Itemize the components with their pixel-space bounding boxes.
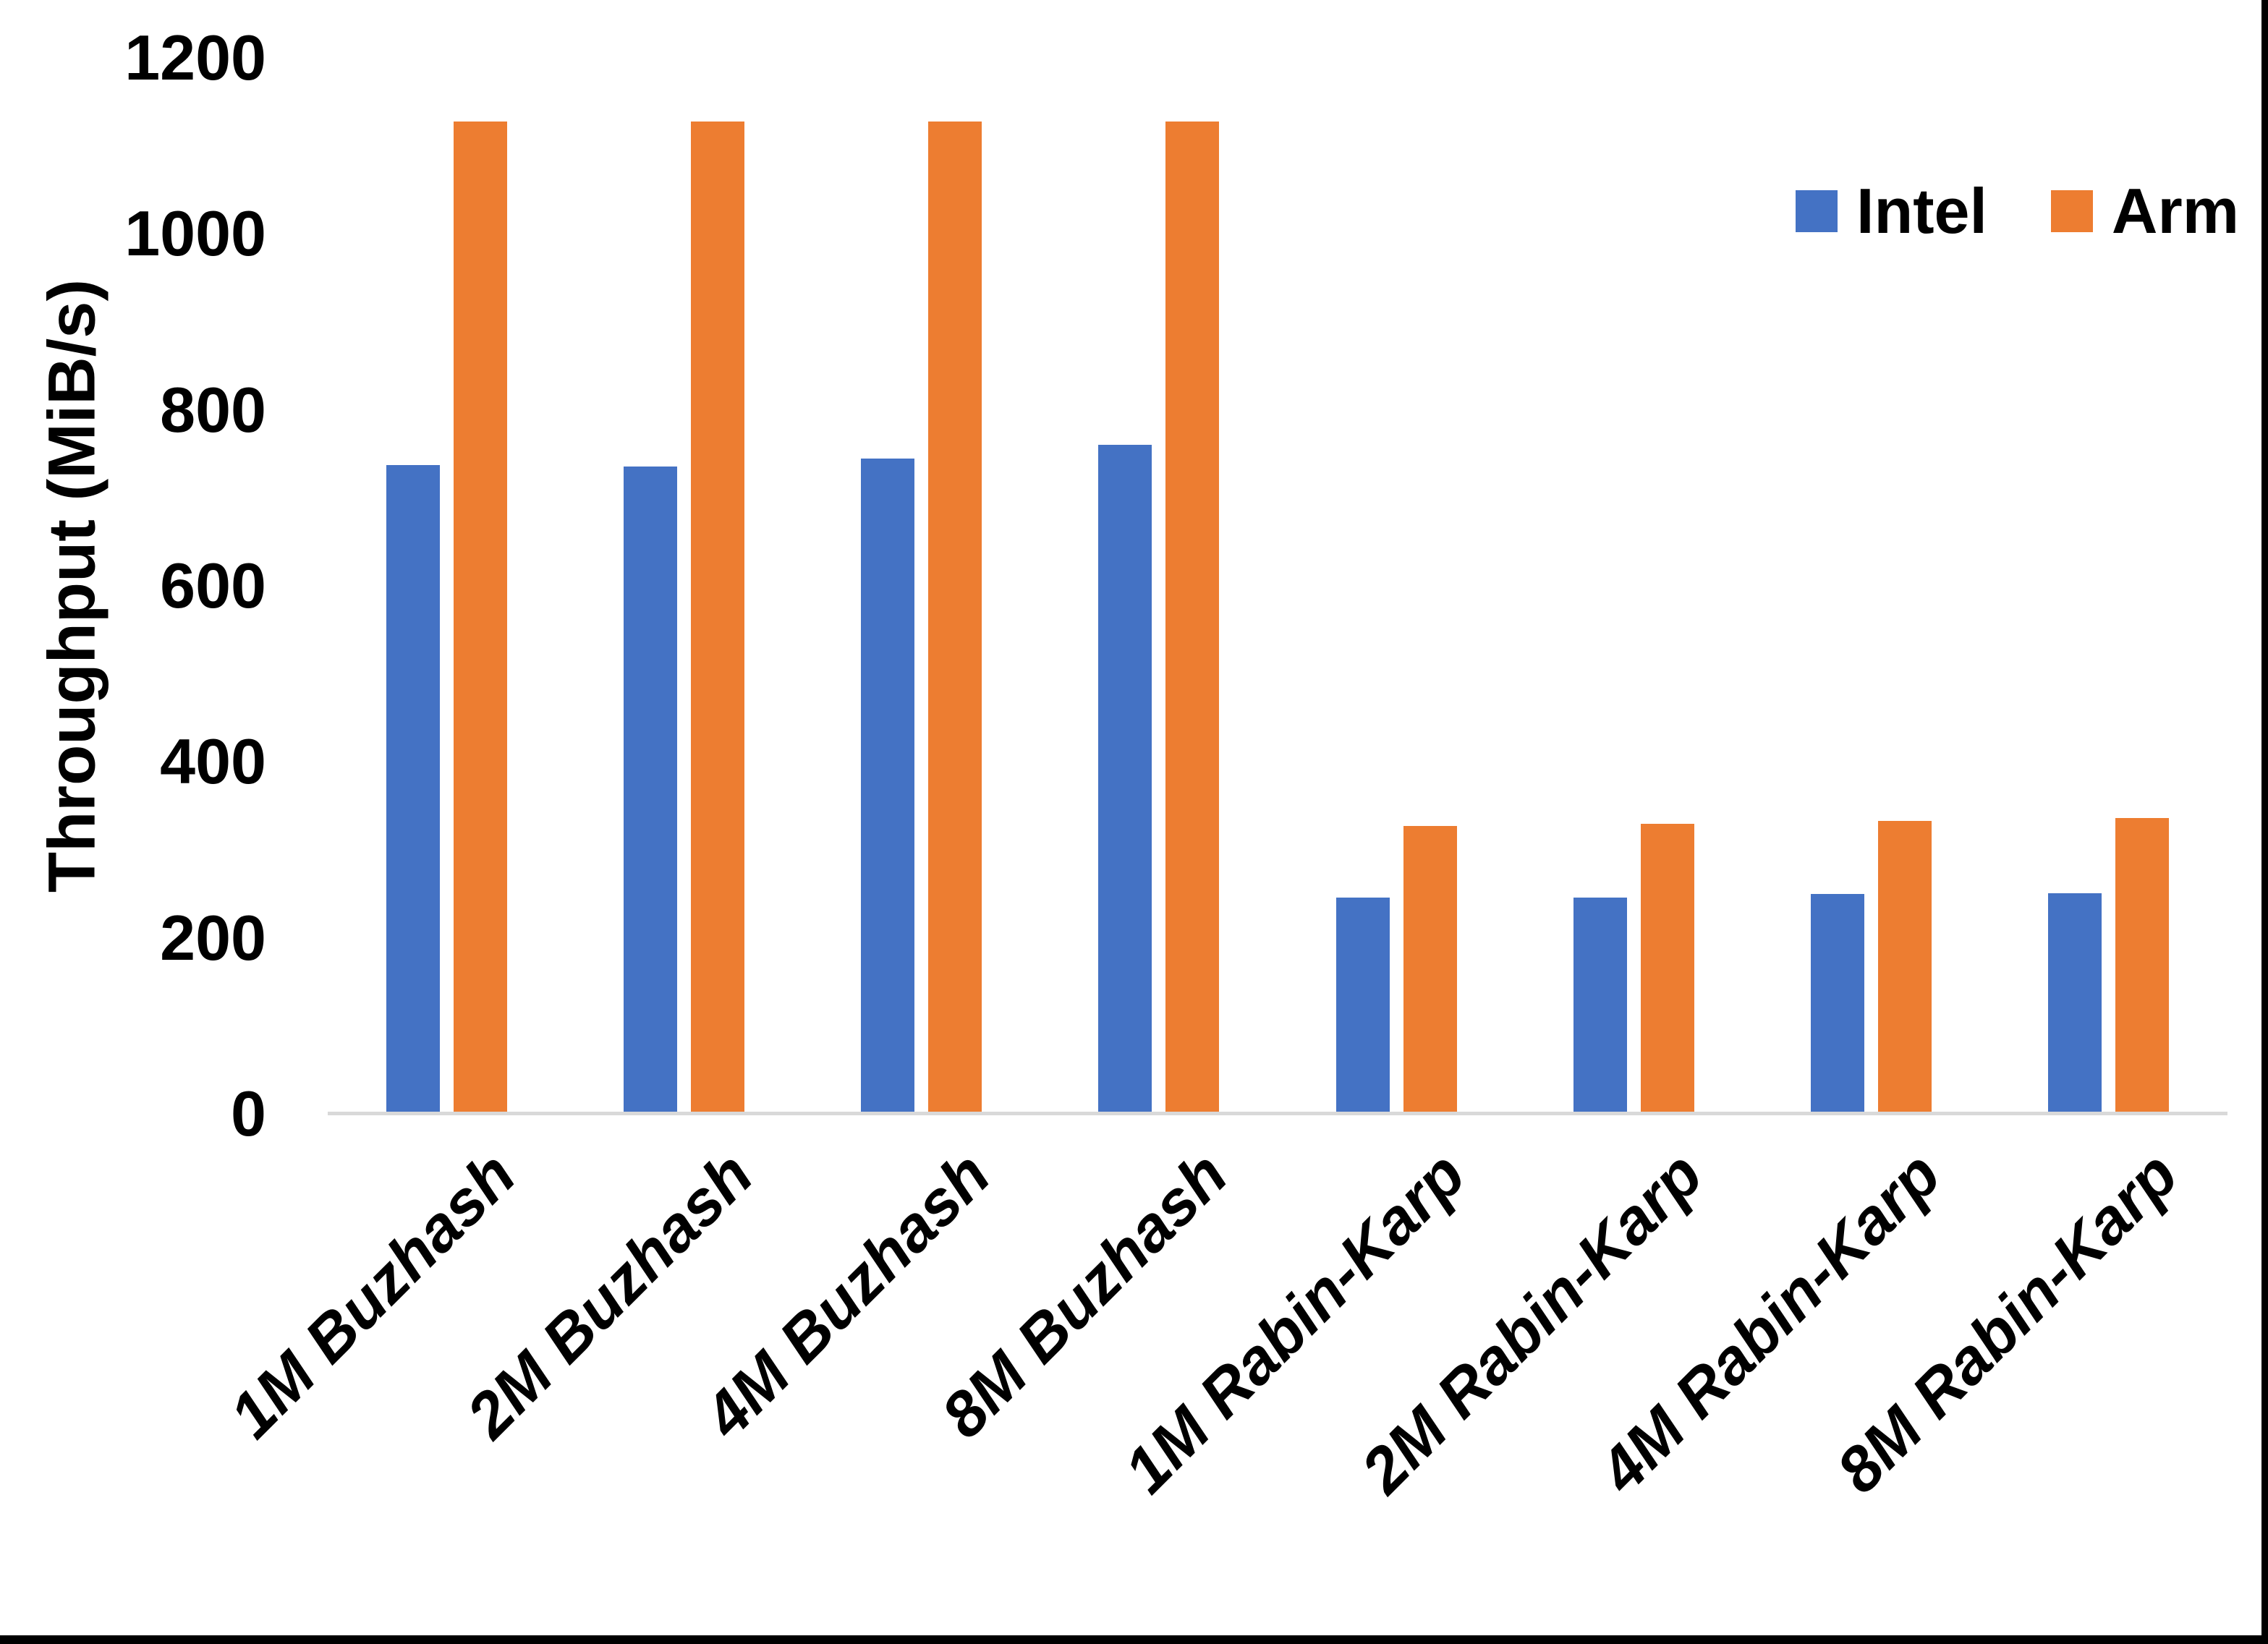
legend: Intel Arm bbox=[1796, 179, 2239, 243]
y-tick-label-1200: 1200 bbox=[124, 22, 266, 93]
bar-intel-8m-rabin-karp bbox=[2048, 893, 2102, 1114]
bar-intel-4m-buzhash bbox=[861, 458, 915, 1114]
bar-intel-2m-rabin-karp bbox=[1573, 897, 1627, 1114]
bar-arm-2m-buzhash bbox=[690, 121, 744, 1114]
bar-intel-8m-buzhash bbox=[1098, 445, 1152, 1114]
legend-label-arm: Arm bbox=[2111, 175, 2239, 247]
legend-item-arm: Arm bbox=[2050, 175, 2239, 247]
bar-group-1m-buzhash bbox=[328, 58, 565, 1114]
y-axis-tick-labels: 0 200 400 600 800 1000 1200 bbox=[13, 0, 266, 1230]
bar-group-4m-rabin-karp bbox=[1753, 58, 1990, 1114]
bar-arm-8m-rabin-karp bbox=[2115, 818, 2170, 1114]
y-tick-label-0: 0 bbox=[231, 1078, 266, 1149]
plot-area bbox=[328, 58, 2227, 1114]
bar-group-2m-buzhash bbox=[565, 58, 802, 1114]
legend-label-intel: Intel bbox=[1856, 175, 1987, 247]
bar-arm-1m-buzhash bbox=[453, 121, 507, 1114]
y-tick-label-200: 200 bbox=[160, 901, 266, 974]
bar-group-4m-buzhash bbox=[803, 58, 1040, 1114]
legend-item-intel: Intel bbox=[1796, 179, 1987, 243]
bar-arm-4m-rabin-karp bbox=[1878, 820, 1932, 1114]
bar-group-1m-rabin-karp bbox=[1278, 58, 1515, 1114]
bar-arm-8m-buzhash bbox=[1165, 121, 1220, 1114]
legend-swatch-arm bbox=[2050, 190, 2093, 232]
bar-intel-1m-buzhash bbox=[386, 465, 440, 1114]
bar-arm-1m-rabin-karp bbox=[1403, 826, 1457, 1114]
bar-group-8m-buzhash bbox=[1040, 58, 1278, 1114]
legend-swatch-intel bbox=[1796, 190, 1838, 232]
bar-group-2m-rabin-karp bbox=[1515, 58, 1752, 1114]
bar-intel-4m-rabin-karp bbox=[1811, 893, 1865, 1114]
right-border-bar bbox=[2261, 0, 2268, 1644]
bar-intel-1m-rabin-karp bbox=[1335, 897, 1390, 1114]
y-tick-label-800: 800 bbox=[160, 373, 266, 446]
y-tick-label-1000: 1000 bbox=[124, 197, 266, 270]
y-tick-label-400: 400 bbox=[160, 725, 266, 798]
bottom-border-bar bbox=[0, 1635, 2268, 1644]
bar-intel-2m-buzhash bbox=[623, 466, 677, 1114]
bar-group-8m-rabin-karp bbox=[1990, 58, 2227, 1114]
y-tick-label-600: 600 bbox=[160, 550, 266, 621]
bar-arm-2m-rabin-karp bbox=[1640, 823, 1694, 1114]
x-axis-line bbox=[328, 1112, 2227, 1115]
bar-arm-4m-buzhash bbox=[928, 121, 982, 1114]
